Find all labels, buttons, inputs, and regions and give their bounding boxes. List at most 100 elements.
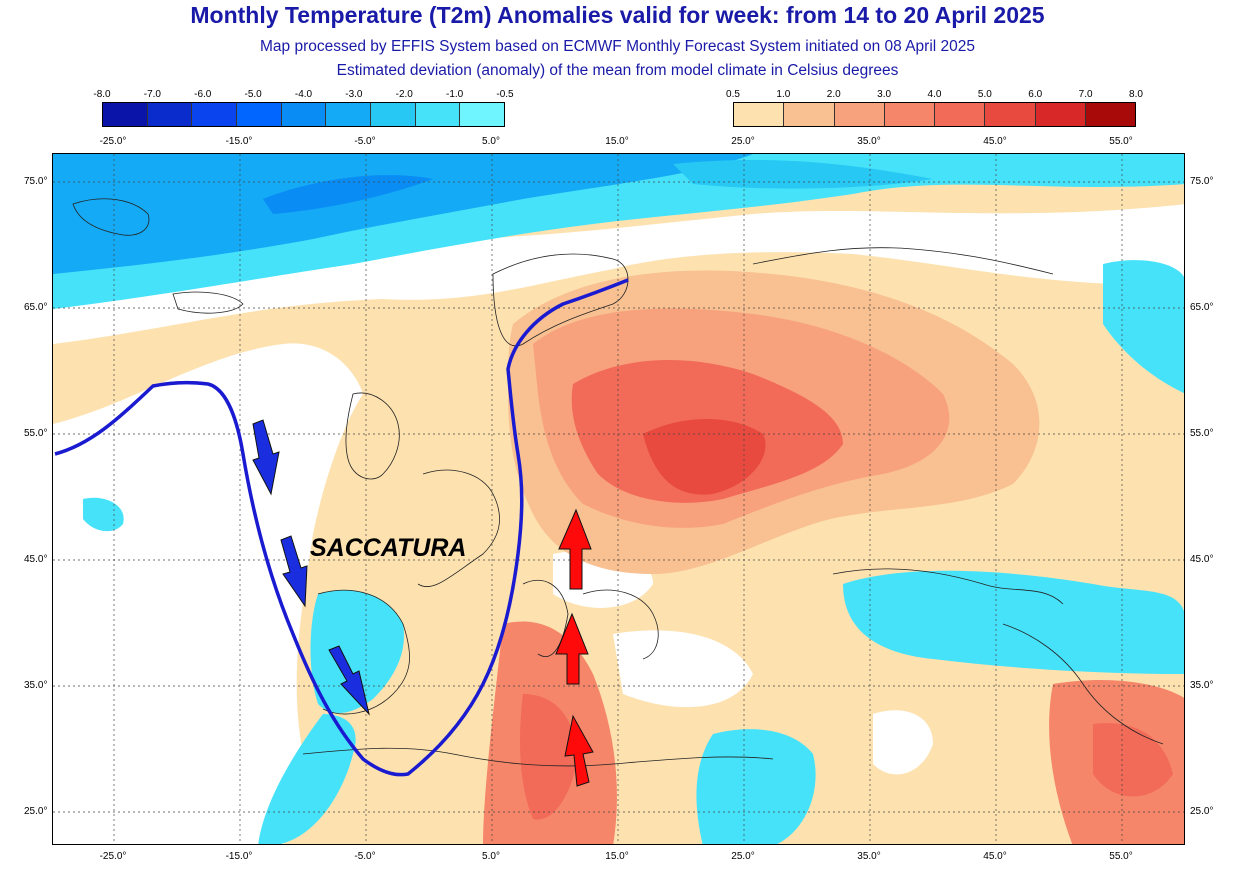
- latitude-label: 75.0°: [1190, 176, 1214, 187]
- cold-legend-bar: [102, 102, 505, 127]
- trough-line: [54, 278, 629, 777]
- cold-iberia-anomaly: [310, 590, 404, 714]
- latitude-label: 45.0°: [1190, 554, 1214, 565]
- neutral-aegean-area: [613, 630, 753, 708]
- graticule: [53, 154, 1184, 844]
- legend-swatch: [147, 103, 193, 126]
- cold-arrow-2: [280, 535, 308, 608]
- map-title: Monthly Temperature (T2m) Anomalies vali…: [190, 2, 1045, 28]
- legend-label: 3.0: [877, 89, 892, 100]
- longitude-label: 35.0°: [857, 136, 881, 147]
- latitude-label: 25.0°: [24, 806, 48, 817]
- trough-annotation: SACCATURA: [310, 534, 467, 562]
- latitude-label: 65.0°: [24, 302, 48, 313]
- longitude-label: -5.0°: [354, 851, 376, 862]
- cold-north-africa-anomaly: [258, 714, 356, 844]
- legend-swatch: [326, 103, 372, 126]
- neutral-atlantic-area: [53, 343, 363, 844]
- legend-label: -6.0: [194, 89, 212, 100]
- cold-arctic-anomaly-core: [53, 154, 753, 274]
- longitude-label: 25.0°: [731, 136, 755, 147]
- legend-swatch: [834, 103, 885, 126]
- legend-swatch: [884, 103, 935, 126]
- legend-swatch: [1085, 103, 1135, 126]
- cold-egypt-anomaly: [696, 729, 816, 844]
- longitude-label: 15.0°: [605, 851, 629, 862]
- latitude-label: 35.0°: [1190, 680, 1214, 691]
- cold-ural-anomaly: [1103, 260, 1184, 394]
- anomaly-map-canvas: [53, 154, 1184, 844]
- legend-swatch: [1035, 103, 1086, 126]
- legend-label: 4.0: [927, 89, 942, 100]
- map-subtitle-source: Map processed by EFFIS System based on E…: [259, 38, 976, 55]
- legend-swatch: [103, 103, 148, 126]
- legend-label: -3.0: [345, 89, 363, 100]
- warm-legend-bar: [733, 102, 1136, 127]
- longitude-label: 45.0°: [983, 851, 1007, 862]
- legend-swatch: [415, 103, 461, 126]
- legend-swatch: [192, 103, 238, 126]
- warm-europe-anomaly-peak: [643, 419, 766, 495]
- longitude-label: 35.0°: [857, 851, 881, 862]
- legend-swatch: [935, 103, 986, 126]
- latitude-label: 45.0°: [24, 554, 48, 565]
- cold-arctic-anomaly-peak: [263, 175, 433, 214]
- latitude-label: 65.0°: [1190, 302, 1214, 313]
- legend-label: 7.0: [1078, 89, 1093, 100]
- latitude-label: 75.0°: [24, 176, 48, 187]
- longitude-label: 5.0°: [482, 851, 500, 862]
- cold-arrow-1: [252, 419, 280, 496]
- warm-arrow-1: [558, 508, 592, 590]
- legend-label: 5.0: [977, 89, 992, 100]
- legend-label: -7.0: [143, 89, 161, 100]
- longitude-label: -25.0°: [99, 136, 127, 147]
- longitude-label: 55.0°: [1109, 851, 1133, 862]
- anomaly-map: [52, 153, 1185, 845]
- legend-label: 8.0: [1129, 89, 1143, 100]
- legend-swatch: [371, 103, 416, 126]
- legend-label: -2.0: [395, 89, 413, 100]
- longitude-label: 25.0°: [731, 851, 755, 862]
- cold-arrow-3: [328, 645, 370, 716]
- longitude-label: -25.0°: [99, 851, 127, 862]
- warm-north-africa-anomaly-core: [520, 694, 578, 820]
- latitude-label: 55.0°: [1190, 428, 1214, 439]
- latitude-label: 35.0°: [24, 680, 48, 691]
- legend-label: -1.0: [446, 89, 464, 100]
- longitude-label: 15.0°: [605, 136, 629, 147]
- longitude-label: 55.0°: [1109, 136, 1133, 147]
- legend-label: -5.0: [244, 89, 262, 100]
- neutral-arctic-band: [53, 204, 1184, 344]
- warm-air-arrows: [555, 508, 594, 787]
- map-subtitle-units: Estimated deviation (anomaly) of the mea…: [336, 62, 899, 79]
- longitude-label: -15.0°: [225, 851, 253, 862]
- legend-swatch: [734, 103, 785, 126]
- legend-label: 2.0: [826, 89, 841, 100]
- legend-swatch: [985, 103, 1036, 126]
- legend-label: 1.0: [776, 89, 791, 100]
- legend-swatch: [460, 103, 505, 126]
- cold-mid-atlantic-anomaly: [83, 497, 124, 532]
- legend-label: 0.5: [726, 89, 740, 100]
- longitude-label: -5.0°: [354, 136, 376, 147]
- coastlines: [72, 198, 1164, 767]
- legend-swatch: [784, 103, 835, 126]
- warm-arrow-3: [564, 714, 594, 787]
- legend-label: -8.0: [93, 89, 111, 100]
- legend-label: 6.0: [1028, 89, 1043, 100]
- longitude-label: 5.0°: [482, 136, 500, 147]
- warm-arrow-2: [555, 612, 589, 685]
- latitude-label: 25.0°: [1190, 806, 1214, 817]
- cold-air-arrows: [252, 419, 370, 716]
- cold-turkey-anomaly: [843, 570, 1184, 674]
- legend-swatch: [237, 103, 282, 126]
- longitude-label: -15.0°: [225, 136, 253, 147]
- longitude-label: 45.0°: [983, 136, 1007, 147]
- legend-swatch: [281, 103, 327, 126]
- cold-arctic-anomaly-east: [673, 159, 933, 189]
- neutral-levant-area: [873, 710, 933, 775]
- legend-label: -0.5: [496, 89, 514, 100]
- latitude-label: 55.0°: [24, 428, 48, 439]
- legend-label: -4.0: [294, 89, 313, 100]
- warm-arabia-anomaly-core: [1093, 723, 1173, 797]
